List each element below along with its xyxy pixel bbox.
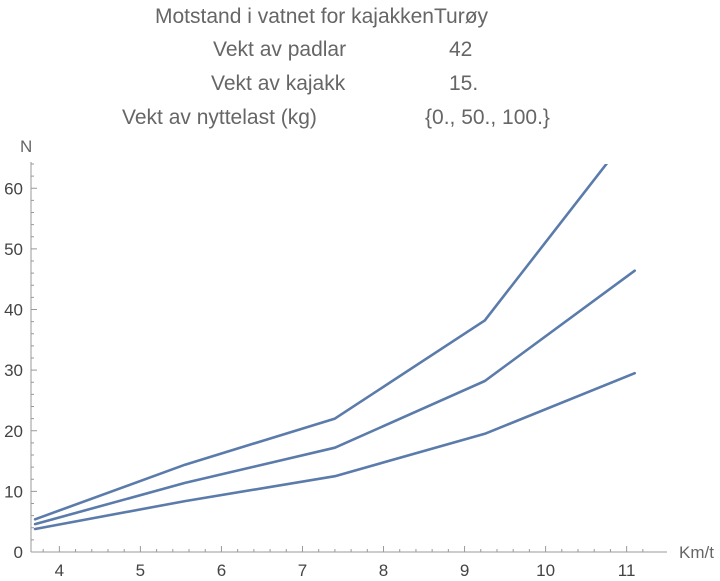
y-tick-label: 60 — [4, 179, 23, 198]
x-tick-label: 8 — [379, 561, 388, 580]
x-axis-title: Km/t — [679, 543, 714, 562]
param-label-paddler-weight: Vekt av padlar — [213, 38, 347, 61]
x-tick-label: 11 — [618, 561, 636, 580]
param-value-payload-weight: {0., 50., 100.} — [425, 106, 550, 129]
x-tick-label: 4 — [55, 561, 64, 580]
x-tick-label: 7 — [298, 561, 307, 580]
chart-title: Motstand i vatnet for kajakkenTurøy — [155, 5, 489, 28]
param-value-paddler-weight: 42 — [449, 38, 473, 61]
param-value-kayak-weight: 15. — [449, 72, 479, 95]
x-tick-label: 9 — [460, 561, 469, 580]
series-line-3 — [33, 164, 609, 521]
y-tick-label: 40 — [4, 301, 23, 320]
y-tick-label: 50 — [4, 240, 23, 259]
x-tick-label: 5 — [136, 561, 145, 580]
series-lines — [33, 164, 637, 531]
x-tick-label: 6 — [217, 561, 226, 580]
chart-header: Motstand i vatnet for kajakkenTurøy Vekt… — [0, 0, 720, 140]
axis-labels: N Km/t — [20, 137, 714, 562]
series-line-1 — [33, 371, 637, 531]
y-tick-label: 20 — [4, 422, 23, 441]
y-tick-label: 30 — [4, 361, 23, 380]
axes: 0 10 20 30 40 50 60 4 5 6 7 8 9 10 11 — [4, 162, 667, 580]
x-tick-label: 10 — [536, 561, 555, 580]
series-line-2 — [33, 269, 637, 526]
param-label-payload-weight: Vekt av nyttelast (kg) — [122, 106, 317, 129]
y-axis-title: N — [20, 137, 32, 156]
y-tick-label: 10 — [4, 482, 23, 501]
y-tick-label: 0 — [14, 543, 23, 562]
param-label-kayak-weight: Vekt av kajakk — [211, 72, 346, 95]
